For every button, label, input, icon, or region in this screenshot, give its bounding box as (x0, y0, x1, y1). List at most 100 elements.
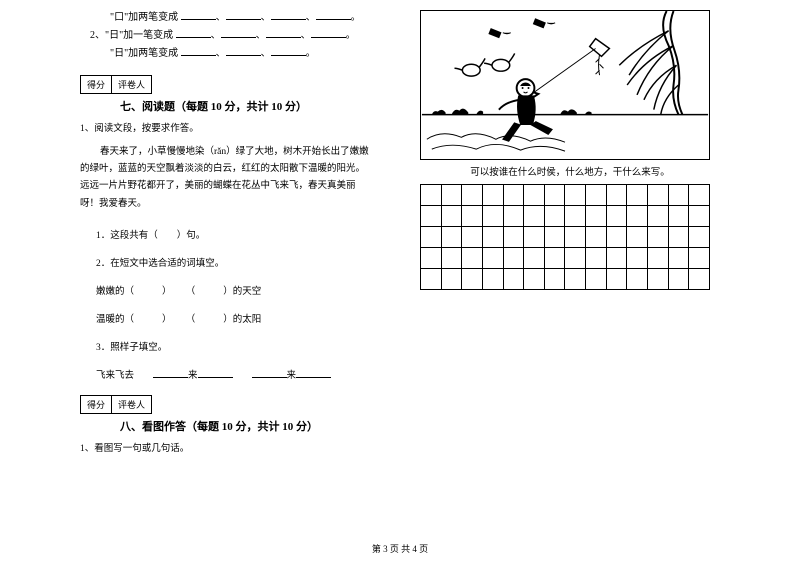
writing-cell[interactable] (689, 185, 710, 206)
writing-cell[interactable] (689, 248, 710, 269)
blank[interactable] (266, 28, 301, 38)
writing-cell[interactable] (503, 227, 524, 248)
writing-cell[interactable] (421, 248, 442, 269)
writing-cell[interactable] (565, 248, 586, 269)
writing-cell[interactable] (441, 269, 462, 290)
writing-cell[interactable] (421, 206, 442, 227)
writing-cell[interactable] (627, 269, 648, 290)
blank[interactable] (181, 46, 216, 56)
writing-cell[interactable] (462, 248, 483, 269)
section-7-q1: 1、阅读文段，按要求作答。 (80, 122, 370, 136)
writing-cell[interactable] (606, 185, 627, 206)
score-box-7: 得分 评卷人 (80, 75, 370, 94)
blank[interactable] (153, 368, 188, 378)
writing-cell[interactable] (565, 185, 586, 206)
writing-cell[interactable] (606, 227, 627, 248)
writing-cell[interactable] (462, 206, 483, 227)
writing-cell[interactable] (441, 248, 462, 269)
blank[interactable] (271, 10, 306, 20)
writing-cell[interactable] (606, 248, 627, 269)
sub-q1: 1．这段共有（ ）句。 (96, 227, 370, 241)
writing-cell[interactable] (627, 248, 648, 269)
blank[interactable] (226, 46, 261, 56)
writing-cell[interactable] (503, 206, 524, 227)
writing-cell[interactable] (503, 185, 524, 206)
writing-cell[interactable] (565, 227, 586, 248)
blank[interactable] (226, 10, 261, 20)
blank[interactable] (252, 368, 287, 378)
writing-cell[interactable] (668, 185, 689, 206)
writing-cell[interactable] (648, 227, 669, 248)
writing-cell[interactable] (544, 269, 565, 290)
writing-cell[interactable] (503, 269, 524, 290)
writing-cell[interactable] (689, 206, 710, 227)
writing-cell[interactable] (668, 248, 689, 269)
kite-illustration (421, 11, 709, 159)
blank[interactable] (181, 10, 216, 20)
writing-cell[interactable] (586, 248, 607, 269)
writing-cell[interactable] (668, 269, 689, 290)
writing-cell[interactable] (482, 227, 503, 248)
writing-cell[interactable] (565, 206, 586, 227)
writing-cell[interactable] (421, 269, 442, 290)
writing-cell[interactable] (482, 206, 503, 227)
writing-grid[interactable] (420, 184, 710, 290)
fill-row-2: 温暖的（） （）的太阳 (96, 311, 370, 325)
writing-cell[interactable] (482, 269, 503, 290)
writing-cell[interactable] (421, 227, 442, 248)
blank[interactable] (176, 28, 211, 38)
fill-label: 嫩嫩的（ (96, 287, 134, 297)
fill-label: 温暖的（ (96, 315, 134, 325)
blank[interactable] (316, 10, 351, 20)
writing-cell[interactable] (586, 227, 607, 248)
writing-cell[interactable] (462, 269, 483, 290)
writing-cell[interactable] (606, 269, 627, 290)
writing-cell[interactable] (524, 206, 545, 227)
fill-label: ）的天空 (223, 287, 261, 297)
writing-cell[interactable] (648, 185, 669, 206)
fill-line-1-prefix: "口"加两笔变成 (110, 12, 178, 23)
writing-cell[interactable] (441, 185, 462, 206)
writing-cell[interactable] (668, 206, 689, 227)
writing-cell[interactable] (627, 185, 648, 206)
blank[interactable] (221, 28, 256, 38)
writing-cell[interactable] (565, 269, 586, 290)
writing-cell[interactable] (524, 185, 545, 206)
writing-cell[interactable] (524, 248, 545, 269)
blank[interactable] (296, 368, 331, 378)
blank[interactable] (198, 368, 233, 378)
writing-cell[interactable] (689, 227, 710, 248)
writing-cell[interactable] (441, 206, 462, 227)
writing-cell[interactable] (524, 227, 545, 248)
writing-cell[interactable] (421, 185, 442, 206)
writing-cell[interactable] (627, 206, 648, 227)
writing-cell[interactable] (606, 206, 627, 227)
writing-cell[interactable] (627, 227, 648, 248)
writing-cell[interactable] (689, 269, 710, 290)
writing-cell[interactable] (544, 185, 565, 206)
writing-cell[interactable] (648, 269, 669, 290)
writing-cell[interactable] (482, 185, 503, 206)
page-footer: 第 3 页 共 4 页 (0, 542, 800, 555)
writing-cell[interactable] (441, 227, 462, 248)
blank[interactable] (311, 28, 346, 38)
writing-cell[interactable] (586, 206, 607, 227)
score-label: 得分 (80, 395, 112, 414)
pattern-char: 来 (287, 371, 297, 381)
writing-cell[interactable] (544, 248, 565, 269)
blank[interactable] (271, 46, 306, 56)
writing-cell[interactable] (462, 185, 483, 206)
writing-cell[interactable] (544, 206, 565, 227)
writing-cell[interactable] (586, 185, 607, 206)
writing-cell[interactable] (462, 227, 483, 248)
writing-cell[interactable] (648, 206, 669, 227)
writing-cell[interactable] (668, 227, 689, 248)
writing-cell[interactable] (503, 248, 524, 269)
pattern-fill: 飞来飞去 来 来 (96, 367, 370, 381)
writing-cell[interactable] (586, 269, 607, 290)
writing-cell[interactable] (648, 248, 669, 269)
writing-cell[interactable] (544, 227, 565, 248)
writing-cell[interactable] (524, 269, 545, 290)
writing-cell[interactable] (482, 248, 503, 269)
fill-label: ） (162, 287, 172, 297)
